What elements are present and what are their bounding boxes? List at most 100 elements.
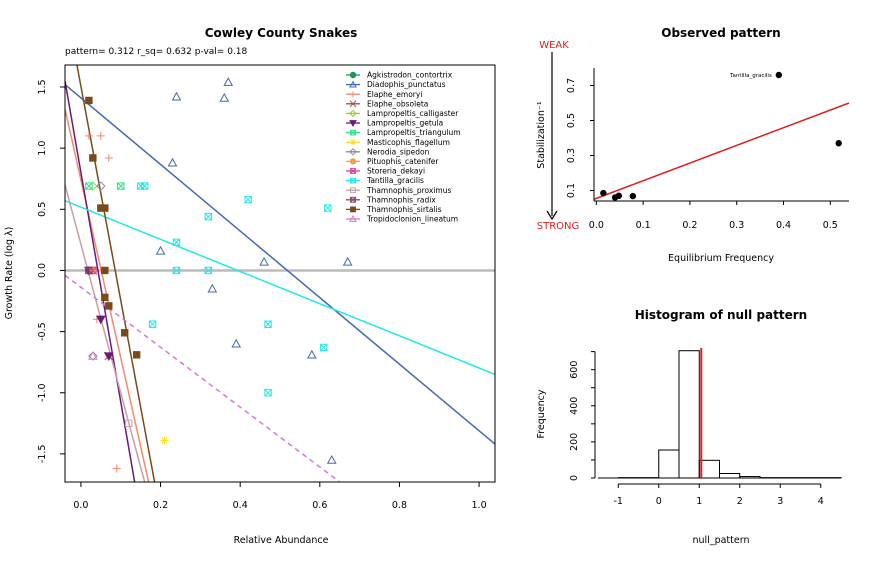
observed-x-axis: 0.0 0.1 0.2 0.3 0.4 0.5 <box>589 201 838 231</box>
point-Diadophis_punctatus-10 <box>326 454 337 464</box>
histogram-x-tick-label: 0 <box>656 496 662 507</box>
point-Diadophis_punctatus-5 <box>259 256 269 266</box>
point-Elaphe_emoryi-4 <box>112 464 121 473</box>
legend-marker-Tantilla_gracilis <box>350 177 356 184</box>
point-Lampropeltis_triangulum-1 <box>117 182 125 190</box>
observed-y-tick-label: 0.5 <box>566 113 577 128</box>
point-Masticophis_flagellum-0 <box>160 436 169 445</box>
legend-label-Lampropeltis_triangulum: Lampropeltis_triangulum <box>367 128 461 137</box>
point-Diadophis_punctatus-1 <box>219 92 230 102</box>
point-Thamnophis_sirtalis-4 <box>101 266 109 275</box>
legend-label-Lampropeltis_calligaster: Lampropeltis_calligaster <box>367 109 459 118</box>
main-y-axis: -1.5 -1.0 -0.5 0.0 0.5 1.0 1.5 <box>37 79 65 463</box>
point-Diadophis_punctatus-3 <box>167 157 178 167</box>
main-x-tick-label: 0.4 <box>233 500 248 511</box>
legend-marker-Pituophis_catenifer <box>349 158 357 165</box>
point-Thamnophis_sirtalis-5 <box>101 293 109 302</box>
point-Tantilla_gracilis-9 <box>264 320 272 328</box>
observed-x-tick-label: 0.2 <box>682 220 697 231</box>
legend-label-Tropidoclonion_lineatum: Tropidoclonion_lineatum <box>366 215 458 224</box>
histogram-y-tick-label: 400 <box>569 397 580 415</box>
observed-x-tick-label: 0.3 <box>729 220 744 231</box>
point-Thamnophis_sirtalis-7 <box>121 329 129 337</box>
observed-point-3 <box>629 192 637 200</box>
histogram-bar-5 <box>739 476 761 479</box>
observed-plot-area: Tantilla_gracilis <box>593 71 850 201</box>
histogram-panel: Histogram of null pattern -1 0 1 2 3 4 0 200 40… <box>536 308 842 546</box>
main-points <box>84 77 353 473</box>
point-Diadophis_punctatus-0 <box>171 91 182 101</box>
point-Lampropeltis_triangulum-0 <box>85 182 93 190</box>
main-x-tick-label: 0.6 <box>312 500 327 511</box>
regression-line-Thamnophis_sirtalis <box>76 65 156 482</box>
legend-label-Tantilla_gracilis: Tantilla_gracilis <box>366 176 424 185</box>
point-Thamnophis_sirtalis-0 <box>85 96 93 105</box>
main-x-label: Relative Abundance <box>234 535 329 546</box>
main-legend: Agkistrodon_contortrixDiadophis_punctatu… <box>346 71 461 224</box>
histogram-x-axis: -1 0 1 2 3 4 <box>614 483 824 507</box>
histogram-x-tick-label: 4 <box>818 496 824 507</box>
legend-marker-Nerodia_sipedon <box>349 148 357 156</box>
point-Tantilla_gracilis-8 <box>148 320 157 328</box>
point-Diadophis_punctatus-2 <box>223 77 234 86</box>
observed-x-tick-label: 0.1 <box>636 220 651 231</box>
legend-marker-Lampropeltis_getula <box>349 120 357 128</box>
histogram-bar-1 <box>658 449 680 479</box>
legend-marker-Elaphe_emoryi <box>350 91 356 98</box>
point-Diadophis_punctatus-9 <box>307 349 317 359</box>
point-Tantilla_gracilis-11 <box>264 389 272 397</box>
main-y-label: Growth Rate (log λ) <box>4 227 15 320</box>
observed-y-tick-label: 0.1 <box>566 183 577 198</box>
observed-x-label: Equilibrium Frequency <box>668 253 774 264</box>
histogram-bar-2 <box>678 350 700 479</box>
main-plot-frame <box>64 64 496 483</box>
point-Diadophis_punctatus-4 <box>155 245 166 255</box>
main-x-tick-label: 0.8 <box>392 500 407 511</box>
histogram-y-tick-label: 600 <box>569 361 580 379</box>
point-Elaphe_emoryi-0 <box>84 131 93 140</box>
main-panel: Cowley County Snakes pattern= 0.312 r_sq… <box>4 26 496 546</box>
main-y-tick-label: 0.0 <box>37 263 48 278</box>
legend-label-Pituophis_catenifer: Pituophis_catenifer <box>367 157 439 166</box>
legend-label-Storeria_dekayi: Storeria_dekayi <box>367 167 425 176</box>
main-y-tick-label: 0.5 <box>37 202 48 217</box>
legend-marker-Thamnophis_proximus <box>350 187 356 194</box>
observed-fit-line <box>593 102 850 200</box>
observed-x-tick-label: 0.5 <box>823 220 838 231</box>
legend-marker-Masticophis_flagellum <box>350 139 356 146</box>
observed-x-tick-label: 0.4 <box>776 220 791 231</box>
regression-line-Diadophis_punctatus <box>65 83 495 445</box>
histogram-y-tick-label: 0 <box>569 475 580 481</box>
histogram-bar-3 <box>698 459 720 479</box>
histogram-title: Histogram of null pattern <box>635 308 807 322</box>
observed-title: Observed pattern <box>661 26 780 40</box>
main-title: Cowley County Snakes <box>205 26 357 40</box>
observed-point-label: Tantilla_gracilis <box>729 73 772 79</box>
point-Thamnophis_radix-0 <box>85 266 93 275</box>
point-Tropidoclonion_lineatum-0 <box>88 351 98 360</box>
weak-label: WEAK <box>539 40 569 51</box>
main-y-tick-label: -1.5 <box>37 445 48 464</box>
regression-lines <box>65 65 495 482</box>
legend-label-Masticophis_flagellum: Masticophis_flagellum <box>367 138 450 147</box>
point-Tantilla_gracilis-5 <box>172 238 181 247</box>
histogram-x-tick-label: 2 <box>737 496 743 507</box>
histogram-x-tick-label: 1 <box>696 496 702 507</box>
point-Tantilla_gracilis-10 <box>320 343 328 352</box>
point-Nerodia_sipedon-1 <box>88 351 98 361</box>
legend-label-Nerodia_sipedon: Nerodia_sipedon <box>367 147 430 156</box>
main-plot-area <box>65 65 495 482</box>
legend-marker-Lampropeltis_triangulum <box>350 129 356 136</box>
legend-marker-Elaphe_obsoleta <box>349 100 357 108</box>
main-x-tick-label: 0.2 <box>153 500 168 511</box>
observed-point-5 <box>835 140 842 147</box>
legend-label-Diadophis_punctatus: Diadophis_punctatus <box>367 80 446 89</box>
main-y-tick-label: -0.5 <box>37 322 48 341</box>
point-Diadophis_punctatus-7 <box>207 283 218 293</box>
point-Lampropeltis_getula-1 <box>95 315 106 325</box>
legend-marker-Tropidoclonion_lineatum <box>349 214 357 222</box>
point-Elaphe_emoryi-2 <box>104 153 113 162</box>
main-subtitle: pattern= 0.312 r_sq= 0.632 p-val= 0.18 <box>65 47 248 57</box>
point-Tantilla_gracilis-3 <box>204 212 213 221</box>
